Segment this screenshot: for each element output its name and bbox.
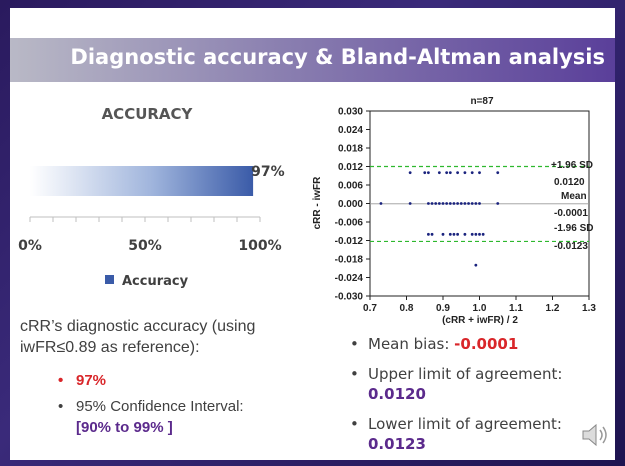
accuracy-xtick-label: 100%	[238, 238, 281, 254]
data-point	[456, 232, 459, 236]
y-tick-label: 0.006	[338, 181, 363, 192]
mean-value: -0.0001	[554, 208, 588, 219]
data-point	[437, 202, 441, 205]
accuracy-xtick-label: 0%	[18, 238, 42, 254]
x-tick-label: 0.9	[436, 303, 450, 314]
bullet-lower: • Lower limit of agreement:	[350, 415, 562, 433]
data-point	[470, 232, 474, 236]
data-point	[478, 171, 481, 175]
x-tick-label: 1.3	[582, 303, 596, 314]
lower-limit-label: Lower limit of agreement:	[368, 415, 562, 433]
data-point	[474, 202, 478, 205]
data-point	[463, 202, 467, 205]
data-point	[463, 232, 467, 236]
data-point	[463, 171, 467, 175]
lower-sd-label: -1.96 SD	[554, 223, 593, 234]
y-tick-label: 0.000	[338, 199, 363, 210]
accuracy-xtick-label: 50%	[128, 238, 162, 254]
data-point	[379, 202, 383, 205]
data-point	[427, 171, 430, 175]
data-point	[448, 171, 452, 175]
accuracy-value: 97%	[76, 372, 107, 389]
data-point	[408, 171, 412, 175]
y-tick-label: -0.006	[335, 218, 364, 229]
data-point	[496, 171, 500, 175]
data-point	[470, 171, 474, 175]
y-tick-label: -0.030	[335, 292, 364, 303]
legend-swatch	[105, 275, 114, 284]
data-point	[408, 202, 412, 205]
accuracy-data-label: 97%	[251, 164, 285, 180]
legend-label: Accuracy	[122, 274, 189, 289]
data-point	[448, 202, 452, 205]
data-point	[452, 202, 456, 205]
n-label: n=87	[470, 96, 494, 107]
data-point	[470, 202, 474, 205]
y-tick-label: -0.024	[335, 273, 364, 284]
lower-limit-value: 0.0123	[368, 435, 426, 453]
accuracy-chart-title: ACCURACY	[102, 105, 194, 123]
mean-bias-label: Mean bias:	[368, 335, 455, 353]
upper-sd-value: 0.0120	[554, 177, 585, 188]
bullet-ci: • 95% Confidence Interval:	[58, 398, 244, 415]
accuracy-chart: ACCURACY 97% 0% 50% 100% Accuracy	[18, 105, 285, 289]
data-point	[430, 202, 434, 205]
x-tick-label: 0.7	[363, 303, 377, 314]
data-point	[467, 202, 470, 205]
ci-value: [90% to 99% ]	[76, 419, 173, 436]
data-point	[427, 232, 430, 236]
accuracy-bar	[30, 166, 254, 196]
y-tick-label: 0.012	[338, 162, 363, 173]
data-point	[456, 202, 459, 205]
lower-sd-value: -0.0123	[554, 241, 588, 252]
bullet-upper: • Upper limit of agreement:	[350, 365, 563, 383]
data-point	[448, 232, 452, 236]
accuracy-paragraph: cRR’s diagnostic accuracy (using iwFR≤0.…	[20, 318, 256, 356]
bullet-mean-bias: • Mean bias: -0.0001	[350, 335, 519, 353]
data-point	[481, 232, 485, 236]
y-tick-label: -0.018	[335, 255, 364, 266]
data-point	[478, 202, 481, 205]
bullet-accuracy: • 97%	[58, 372, 107, 389]
data-point	[456, 171, 459, 175]
speaker-icon[interactable]	[580, 420, 610, 450]
y-axis-label: cRR - iwFR	[312, 176, 323, 230]
data-point	[474, 263, 478, 267]
data-point	[434, 202, 438, 205]
data-point	[474, 232, 478, 236]
ci-label: 95% Confidence Interval:	[76, 398, 244, 415]
mean-bias-value: -0.0001	[454, 335, 519, 353]
y-tick-label: 0.024	[338, 125, 363, 136]
bland-altman-chart: n=87 0.030 0.024 0.018 0.012 0.006 0.000 -0.00…	[312, 96, 596, 325]
data-point	[441, 202, 445, 205]
data-point	[423, 171, 427, 175]
x-tick-label: 1.1	[509, 303, 523, 314]
data-point	[430, 232, 434, 236]
data-point	[445, 202, 449, 205]
accuracy-text: cRR’s diagnostic accuracy (using iwFR≤0.…	[20, 316, 310, 436]
y-tick-label: -0.012	[335, 236, 364, 247]
upper-limit-value: 0.0120	[368, 385, 426, 403]
slide-title: Diagnostic accuracy & Bland-Altman analy…	[70, 45, 605, 69]
x-axis-label: (cRR + iwFR) / 2	[442, 315, 518, 325]
data-point	[452, 232, 456, 236]
data-point	[459, 202, 463, 205]
data-point	[441, 232, 445, 236]
data-point	[427, 202, 430, 205]
data-point	[496, 202, 500, 205]
upper-limit-label: Upper limit of agreement:	[368, 365, 563, 383]
x-tick-label: 1.2	[546, 303, 560, 314]
y-tick-label: 0.018	[338, 144, 363, 155]
data-point	[478, 232, 481, 236]
data-point	[437, 171, 441, 175]
mean-label: Mean	[561, 191, 587, 202]
y-tick-label: 0.030	[338, 107, 363, 118]
title-bar: Diagnostic accuracy & Bland-Altman analy…	[10, 38, 615, 82]
slide: Diagnostic accuracy & Bland-Altman analy…	[10, 8, 615, 460]
x-tick-label: 1.0	[473, 303, 487, 314]
x-tick-label: 0.8	[400, 303, 414, 314]
data-point	[445, 171, 449, 175]
upper-sd-label: +1.96 SD	[551, 160, 593, 171]
